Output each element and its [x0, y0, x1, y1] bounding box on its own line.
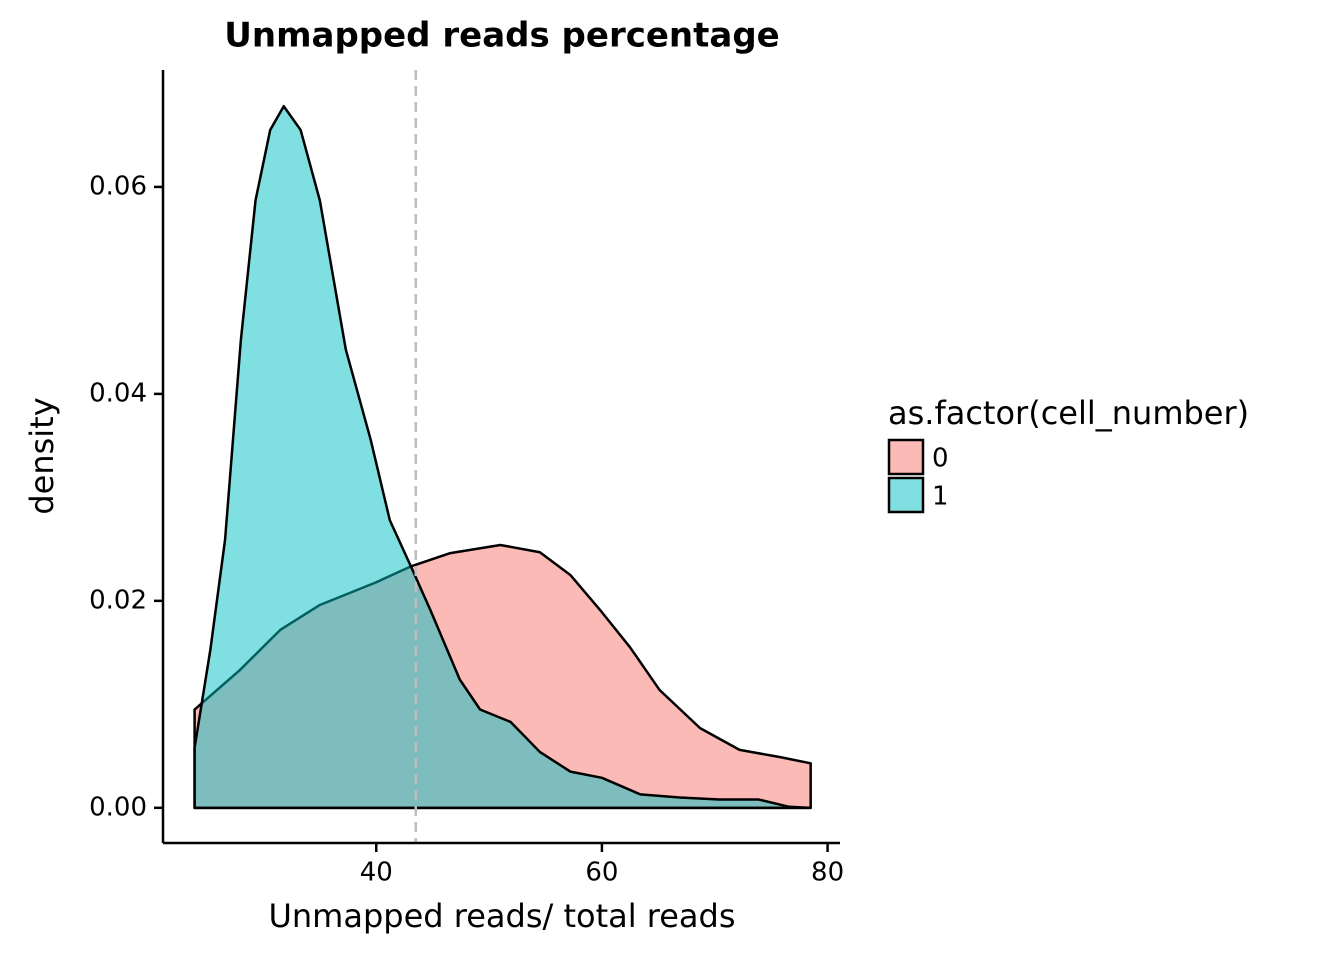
- x-tick-label: 80: [811, 858, 844, 888]
- density-area: [193, 104, 812, 810]
- legend-title: as.factor(cell_number): [888, 394, 1249, 432]
- x-axis-label: Unmapped reads/ total reads: [268, 897, 735, 935]
- legend-key: [887, 476, 925, 514]
- y-tick-label: 0.04: [89, 378, 147, 408]
- y-axis-label: density: [23, 397, 61, 514]
- y-tick-label: 0.02: [89, 585, 147, 615]
- y-tick-label: 0.06: [89, 171, 147, 201]
- legend-key: [887, 438, 925, 476]
- chart-title: Unmapped reads percentage: [224, 16, 779, 56]
- legend-label: 0: [932, 444, 949, 474]
- y-tick-label: 0.00: [89, 792, 147, 822]
- legend-label: 1: [932, 482, 949, 512]
- x-tick-label: 40: [360, 858, 393, 888]
- x-tick-label: 60: [585, 858, 618, 888]
